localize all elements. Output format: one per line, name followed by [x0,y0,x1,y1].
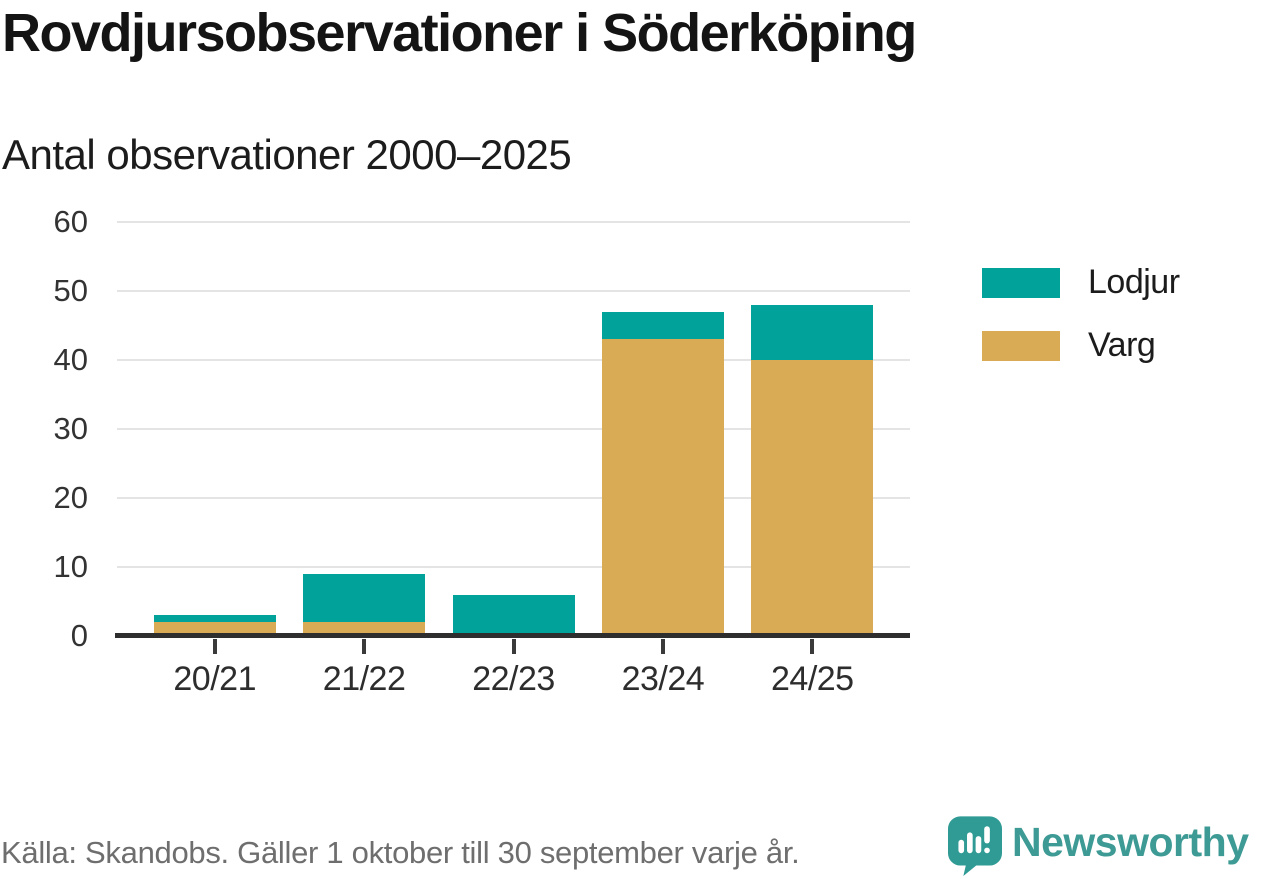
legend: Lodjur Varg [982,263,1180,365]
x-axis-tick [810,639,815,654]
legend-label: Varg [1088,326,1156,364]
bar-segment-varg [303,622,426,636]
gridline [117,359,910,361]
chart-title: Rovdjursobservationer i Söderköping [2,3,917,63]
bar-segment-lodjur [601,311,724,340]
newsworthy-logo: Newsworthy [948,816,1249,877]
gridline [117,290,910,292]
bar-segment-lodjur [751,304,874,360]
legend-label: Lodjur [1088,263,1180,301]
x-axis-label: 24/25 [771,660,854,698]
x-axis-label: 20/21 [173,660,256,698]
x-axis-label: 21/22 [322,660,406,698]
source-note: Källa: Skandobs. Gäller 1 oktober till 3… [1,835,800,870]
bar-20/21 [153,615,276,636]
newsworthy-bubble-chart-icon [948,816,1002,876]
bar-segment-lodjur [153,615,276,623]
y-axis-label: 20 [53,480,88,515]
gridline [117,428,910,430]
legend-swatch [982,330,1060,361]
bar-segment-varg [601,339,724,636]
bar-segment-lodjur [452,594,575,636]
y-axis-label: 10 [53,549,88,584]
x-axis-tick [362,639,367,654]
x-axis-label: 23/24 [621,660,705,698]
legend-swatch [982,267,1060,298]
brand-name: Newsworthy [1012,819,1249,865]
bar-segment-lodjur [303,573,426,623]
bar-23/24 [601,311,724,636]
bar-segment-varg [751,360,874,636]
plot-area: 0 10 20 30 40 50 60 20/21 21/22 22/23 23/24 24/25 [54,204,910,698]
chart-subtitle: Antal observationer 2000–2025 [2,131,572,178]
x-axis-line [115,633,910,638]
bar-segment-varg [153,622,276,636]
y-axis-label: 30 [53,411,88,446]
gridline [117,221,910,223]
x-axis-tick [660,639,665,654]
x-axis-label: 22/23 [472,660,555,698]
bar-24/25 [751,304,874,636]
bar-21/22 [303,573,426,636]
y-axis-label: 0 [70,618,88,653]
x-axis-tick [511,639,516,654]
y-axis-label: 40 [53,342,88,377]
x-axis-tick [212,639,217,654]
legend-item-varg: Varg [982,326,1180,365]
y-axis-label: 60 [53,204,88,239]
y-axis-label: 50 [53,273,88,308]
bar-22/23 [452,594,575,636]
gridline [117,497,910,499]
legend-item-lodjur: Lodjur [982,263,1180,302]
gridline [117,566,910,568]
